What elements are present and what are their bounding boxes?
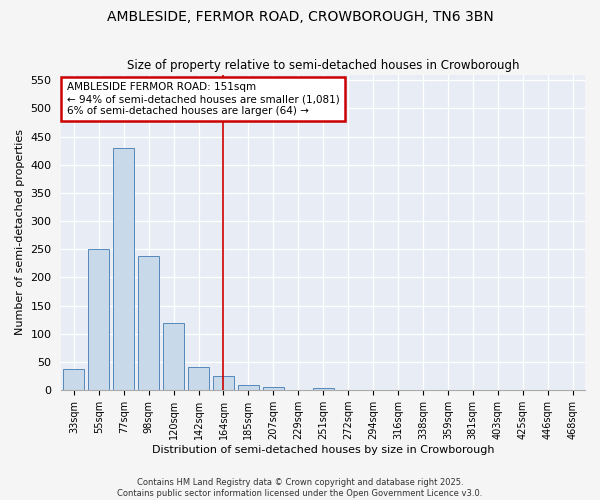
Text: AMBLESIDE FERMOR ROAD: 151sqm
← 94% of semi-detached houses are smaller (1,081)
: AMBLESIDE FERMOR ROAD: 151sqm ← 94% of s… [67, 82, 340, 116]
Bar [88, 250, 109, 390]
Y-axis label: Number of semi-detached properties: Number of semi-detached properties [15, 130, 25, 336]
Text: AMBLESIDE, FERMOR ROAD, CROWBOROUGH, TN6 3BN: AMBLESIDE, FERMOR ROAD, CROWBOROUGH, TN6… [107, 10, 493, 24]
Bar [63, 369, 85, 390]
Bar [213, 376, 234, 390]
Bar [138, 256, 159, 390]
Text: Contains HM Land Registry data © Crown copyright and database right 2025.
Contai: Contains HM Land Registry data © Crown c… [118, 478, 482, 498]
Bar [188, 366, 209, 390]
Bar [238, 384, 259, 390]
Bar [113, 148, 134, 390]
Bar [163, 322, 184, 390]
Bar [313, 388, 334, 390]
X-axis label: Distribution of semi-detached houses by size in Crowborough: Distribution of semi-detached houses by … [152, 445, 494, 455]
Title: Size of property relative to semi-detached houses in Crowborough: Size of property relative to semi-detach… [127, 59, 520, 72]
Bar [263, 388, 284, 390]
